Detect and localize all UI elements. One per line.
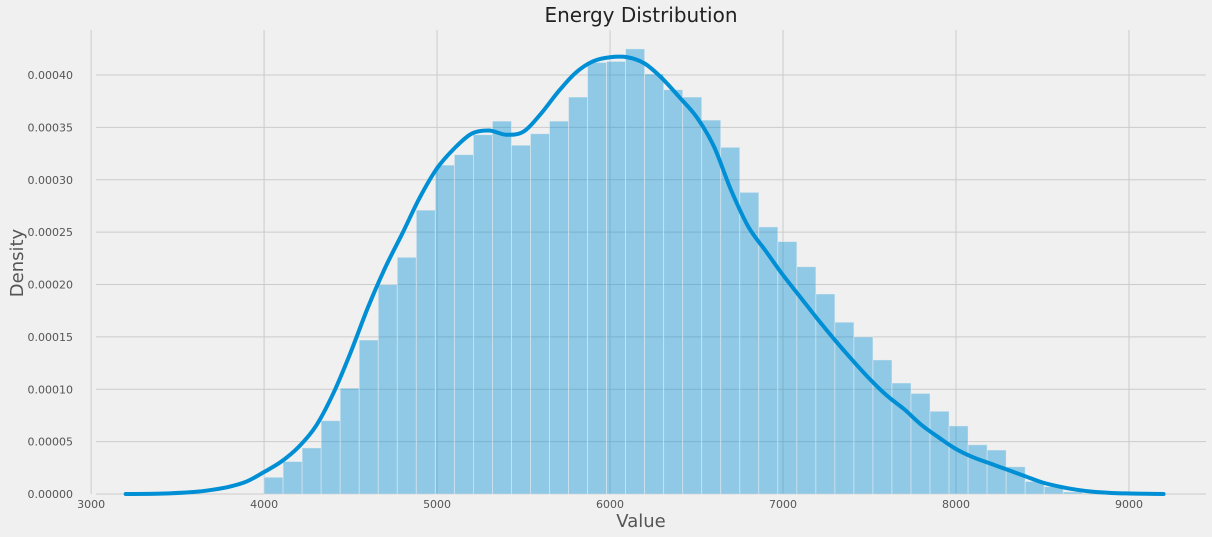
x-tick-label: 8000 <box>942 498 970 511</box>
x-tick-label: 3000 <box>77 498 105 511</box>
histogram-bar <box>948 425 969 495</box>
histogram-bar <box>472 134 493 495</box>
x-tick-label: 6000 <box>596 498 624 511</box>
y-tick-label: 0.00040 <box>28 69 74 82</box>
histogram-bar <box>453 154 474 495</box>
y-axis-label: Density <box>7 228 28 297</box>
histogram-bar <box>358 339 379 495</box>
histogram-bar <box>492 120 512 495</box>
histogram-bar <box>625 48 646 495</box>
chart-title: Energy Distribution <box>544 3 737 27</box>
histogram-bar <box>511 144 531 495</box>
histogram-bar <box>986 449 1007 495</box>
histogram-bar <box>644 73 665 495</box>
histogram-bar <box>263 476 284 495</box>
y-tick-label: 0.00005 <box>28 436 74 449</box>
histogram-bar <box>606 61 627 495</box>
histogram-bars <box>263 48 1083 495</box>
y-tick-label: 0.00035 <box>28 121 74 134</box>
histogram-bar <box>396 256 417 495</box>
y-tick-label: 0.00010 <box>28 383 74 396</box>
histogram-bar <box>339 387 360 495</box>
histogram-bar <box>815 293 836 495</box>
histogram-bar <box>530 133 550 495</box>
histogram-bar <box>587 62 607 495</box>
y-tick-label: 0.00015 <box>28 331 74 344</box>
histogram-bar <box>320 420 341 495</box>
x-axis-ticks: 3000 4000 5000 6000 7000 8000 9000 <box>77 498 1143 511</box>
y-tick-label: 0.00030 <box>28 174 74 187</box>
histogram-bar <box>377 284 398 495</box>
histogram-bar <box>967 444 988 495</box>
kde-line <box>123 54 1166 496</box>
histogram-bar <box>929 410 950 495</box>
x-tick-label: 5000 <box>423 498 451 511</box>
kde-curve <box>123 54 1166 496</box>
histogram-bar <box>910 393 931 495</box>
x-tick-label: 7000 <box>769 498 797 511</box>
y-axis-ticks: 0.00000 0.00005 0.00010 0.00015 0.00020 0.000… <box>28 69 74 501</box>
histogram-bar <box>796 266 817 495</box>
histogram-bar <box>1062 491 1083 495</box>
y-tick-label: 0.00025 <box>28 226 74 239</box>
histogram-bar <box>701 119 722 495</box>
histogram-bar <box>549 120 569 495</box>
histogram-bar <box>682 96 703 495</box>
histogram-bar <box>434 164 455 495</box>
y-tick-label: 0.00000 <box>28 488 74 501</box>
histogram-bar <box>853 336 874 495</box>
histogram-bar <box>415 209 436 495</box>
y-tick-label: 0.00020 <box>28 279 74 292</box>
histogram-bar <box>301 447 322 495</box>
histogram-bar <box>568 96 588 495</box>
histogram-bar <box>834 321 855 495</box>
x-axis-label: Value <box>616 511 665 532</box>
x-tick-label: 9000 <box>1115 498 1143 511</box>
histogram-bar <box>282 461 303 495</box>
x-tick-label: 4000 <box>250 498 278 511</box>
histogram-bar <box>663 89 684 495</box>
histogram-bar <box>872 359 893 495</box>
